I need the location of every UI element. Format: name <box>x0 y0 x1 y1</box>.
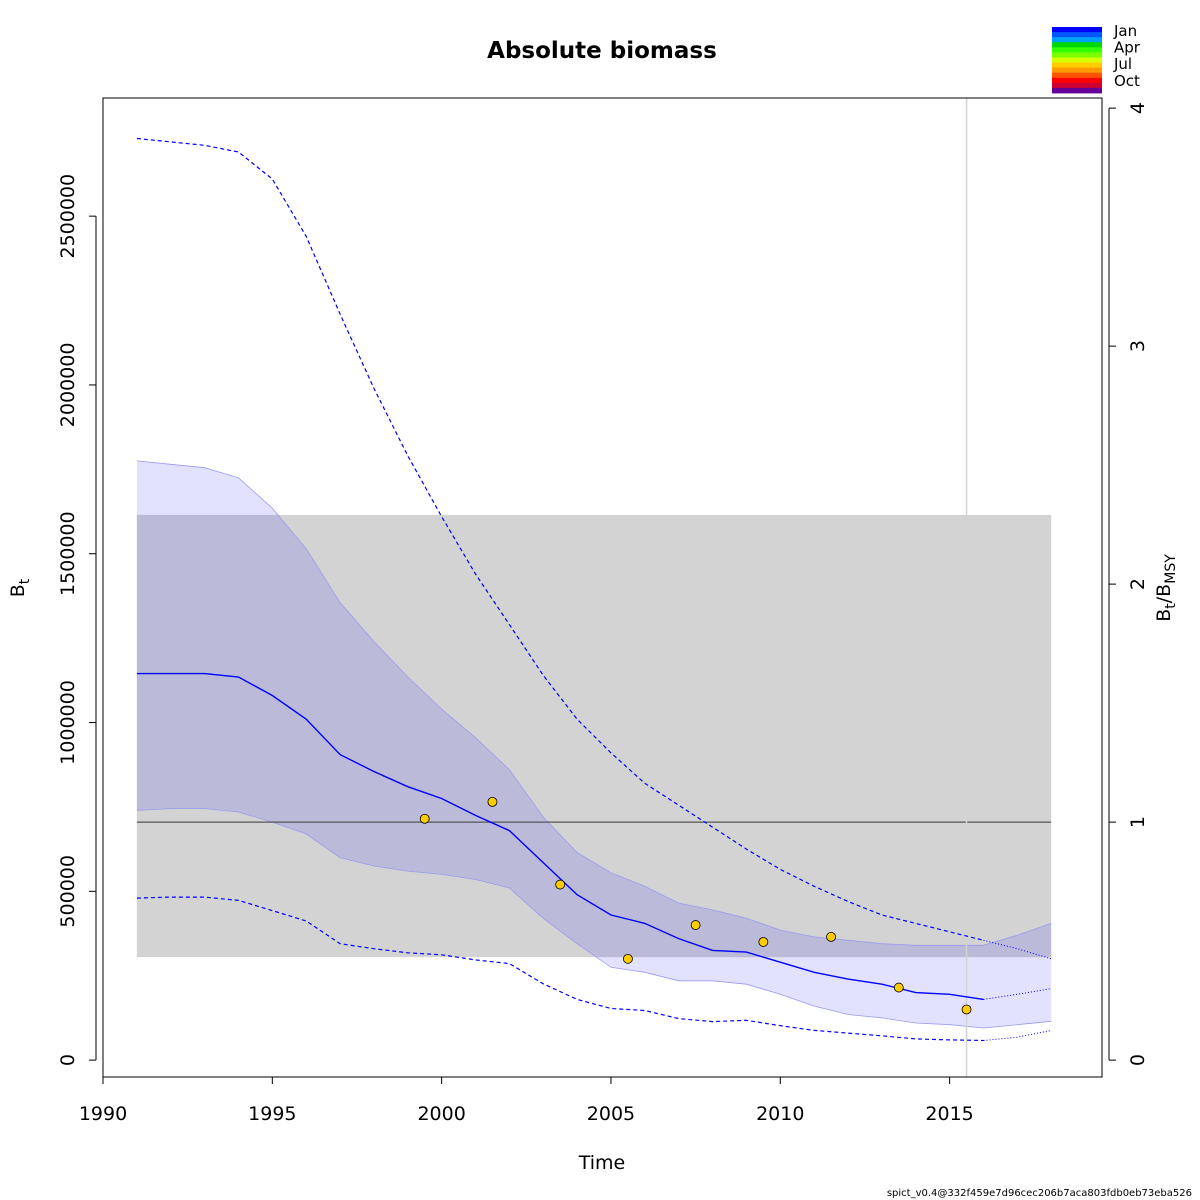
y-axis: 0 500000 1000000 1500000 2000000 2500000 <box>57 174 97 1066</box>
legend-color-swatch <box>1052 47 1102 53</box>
legend-color-swatch <box>1052 82 1102 89</box>
biomass-estimate-line <box>136 672 984 1001</box>
observation-point <box>419 813 430 824</box>
y-axis-label: Bt <box>7 578 33 597</box>
legend-color-swatch <box>1052 77 1102 84</box>
x-axis: 1990 1995 2000 2005 2010 2015 <box>79 1076 974 1125</box>
chart-title: Absolute biomass <box>487 38 717 64</box>
ci-band-overlap <box>136 514 1052 958</box>
ci-lower-edge <box>136 808 1052 1029</box>
legend-label: Apr <box>1114 39 1141 57</box>
y-tick-label: 1000000 <box>57 680 79 765</box>
y2-tick-label: 3 <box>1127 340 1149 352</box>
x-tick-label: 2015 <box>925 1103 973 1125</box>
legend-color-swatch <box>1052 57 1102 63</box>
x-tick-label: 2005 <box>587 1103 635 1125</box>
month-color-legend <box>1052 27 1102 94</box>
y2-tick-label: 2 <box>1127 578 1149 590</box>
y2-axis-label: Bt/BMSY <box>1153 554 1179 622</box>
observation-point <box>690 920 701 930</box>
legend-color-swatch <box>1052 72 1102 79</box>
observation-point <box>961 1004 972 1015</box>
x-tick-label: 2000 <box>417 1103 465 1125</box>
y2-tick-label: 0 <box>1127 1054 1149 1066</box>
legend-label: Oct <box>1114 72 1140 90</box>
observation-point <box>555 879 566 890</box>
observation-point <box>826 932 836 942</box>
y-tick-label: 1500000 <box>57 511 79 596</box>
x-axis-label: Time <box>578 1152 626 1174</box>
y-tick-label: 500000 <box>57 855 79 928</box>
x-tick-label: 1995 <box>248 1103 296 1125</box>
biomass-forecast-line <box>983 988 1052 1000</box>
observation-point <box>487 796 498 807</box>
scaled-ci-lower-line <box>136 896 984 1042</box>
y2-tick-label: 4 <box>1127 102 1149 114</box>
legend-label: Jan <box>1113 22 1137 40</box>
observation-point <box>622 953 633 964</box>
legend-label: Jul <box>1113 55 1132 73</box>
scaled-ci-upper-line <box>136 137 984 941</box>
legend-color-swatch <box>1052 42 1102 48</box>
ci-upper-edge <box>136 460 1052 946</box>
y-tick-label: 0 <box>57 1054 79 1066</box>
x-tick-label: 1990 <box>79 1103 127 1125</box>
legend-color-swatch <box>1052 62 1102 69</box>
y2-tick-label: 1 <box>1127 816 1149 828</box>
scaled-ci-lower-forecast <box>983 1029 1052 1041</box>
observation-point <box>758 937 769 947</box>
y2-axis: 0 1 2 3 4 <box>1108 102 1149 1066</box>
legend-color-swatch <box>1052 87 1102 94</box>
version-footer: spict_v0.4@332f459e7d96cec206b7aca803fdb… <box>887 1188 1192 1199</box>
plot-area <box>136 98 1052 1077</box>
x-tick-label: 2010 <box>756 1103 804 1125</box>
legend-color-swatch <box>1052 52 1102 58</box>
legend-color-swatch <box>1052 32 1102 38</box>
legend-color-swatch <box>1052 37 1102 43</box>
legend-color-swatch <box>1052 27 1102 33</box>
legend-color-swatch <box>1052 67 1102 74</box>
observation-point <box>893 982 904 993</box>
y-tick-label: 2500000 <box>57 174 79 259</box>
y-tick-label: 2000000 <box>57 343 79 428</box>
